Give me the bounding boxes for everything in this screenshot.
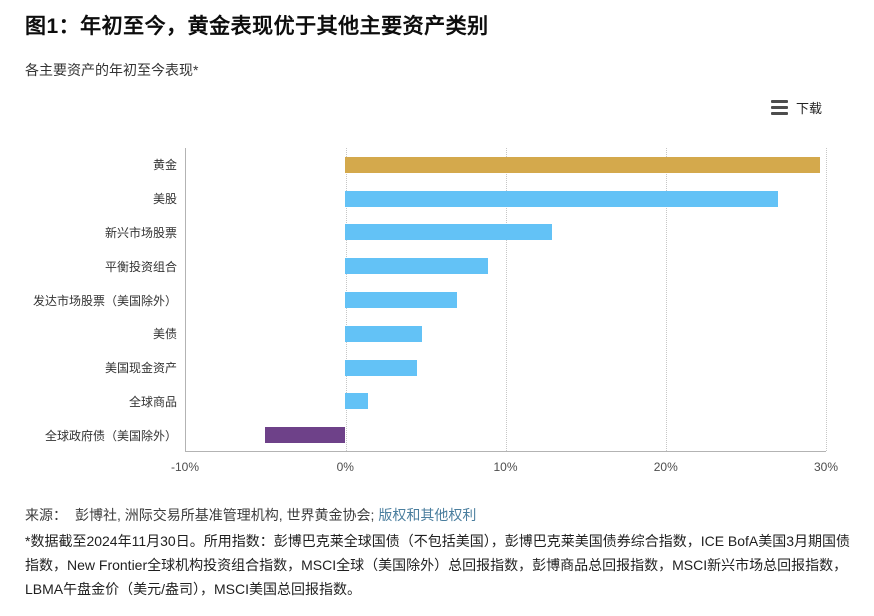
gridline	[666, 148, 667, 451]
category-label: 黄金	[152, 158, 177, 173]
bar	[345, 359, 418, 376]
bar-row: 全球政府债（美国除外）	[25, 418, 826, 452]
x-tick-label: 20%	[653, 460, 678, 474]
category-label: 全球政府债（美国除外）	[44, 428, 177, 443]
bar	[345, 190, 778, 207]
hamburger-menu-icon	[770, 100, 788, 115]
gridline	[826, 148, 827, 451]
bar-track	[185, 283, 826, 317]
download-button[interactable]: 下载	[770, 98, 822, 117]
bar-row: 美股	[25, 182, 826, 216]
category-label: 发达市场股票（美国除外）	[32, 293, 177, 308]
bar-track	[185, 418, 826, 452]
bar	[345, 224, 552, 241]
bar-row: 新兴市场股票	[25, 216, 826, 250]
chart-rows: 黄金美股新兴市场股票 平衡投资组合发达市场股票（美国除外） 美债美国现金资产全球商品…	[25, 148, 826, 452]
x-tick-label: 30%	[813, 460, 839, 474]
x-tick-label: -10%	[170, 460, 200, 474]
category-label: 美债	[152, 327, 177, 342]
bar-row: 发达市场股票（美国除外）	[25, 283, 826, 317]
bar-track	[185, 182, 826, 216]
bar	[345, 156, 820, 173]
bar-row: 美债	[25, 317, 826, 351]
category-label: 美国现金资产	[104, 361, 177, 376]
category-label: 美股	[152, 192, 177, 207]
bar	[345, 325, 423, 342]
x-tick-label: 0%	[336, 460, 354, 474]
bar	[265, 427, 346, 444]
bar-chart: 黄金美股新兴市场股票 平衡投资组合发达市场股票（美国除外） 美债美国现金资产全球商品…	[25, 148, 838, 478]
chart-subtitle: 各主要资产的年初至今表现*	[25, 62, 199, 78]
bar-track	[185, 351, 826, 385]
footnote: *数据截至2024年11月30日。所用指数：彭博巴克莱全球国债（不包括美国），彭…	[25, 533, 851, 597]
source-text: 彭博社, 洲际交易所基准管理机构, 世界黄金协会;	[75, 507, 375, 523]
bar-row: 黄金	[25, 148, 826, 182]
bar-track	[185, 148, 826, 182]
rights-link[interactable]: 版权和其他权利	[378, 507, 477, 523]
page-title: 图1：年初至今，黄金表现优于其他主要资产类别	[25, 15, 489, 38]
x-tick-label: 10%	[493, 460, 518, 474]
bar-row: 平衡投资组合	[25, 249, 826, 283]
category-label: 全球商品	[128, 394, 177, 409]
source-line: 来源： 彭博社, 洲际交易所基准管理机构, 世界黄金协会; 版权和其他权利	[25, 505, 476, 525]
bar	[345, 393, 368, 410]
category-label: 平衡投资组合	[104, 259, 177, 274]
bar-track	[185, 249, 826, 283]
bar	[345, 292, 458, 309]
source-label: 来源：	[25, 507, 67, 523]
bar-track	[185, 216, 826, 250]
chart-plot-area: 黄金美股新兴市场股票 平衡投资组合发达市场股票（美国除外） 美债美国现金资产全球商品…	[25, 148, 827, 452]
bar-track	[185, 317, 826, 351]
gridline	[506, 148, 507, 451]
bar-row: 全球商品	[25, 384, 826, 418]
bar	[345, 258, 488, 275]
bar-track	[185, 384, 826, 418]
bar-row: 美国现金资产	[25, 351, 826, 385]
download-label: 下载	[795, 101, 822, 116]
x-axis: -10% 0% 10% 20% 30%	[171, 452, 838, 478]
category-label: 新兴市场股票	[104, 225, 177, 240]
